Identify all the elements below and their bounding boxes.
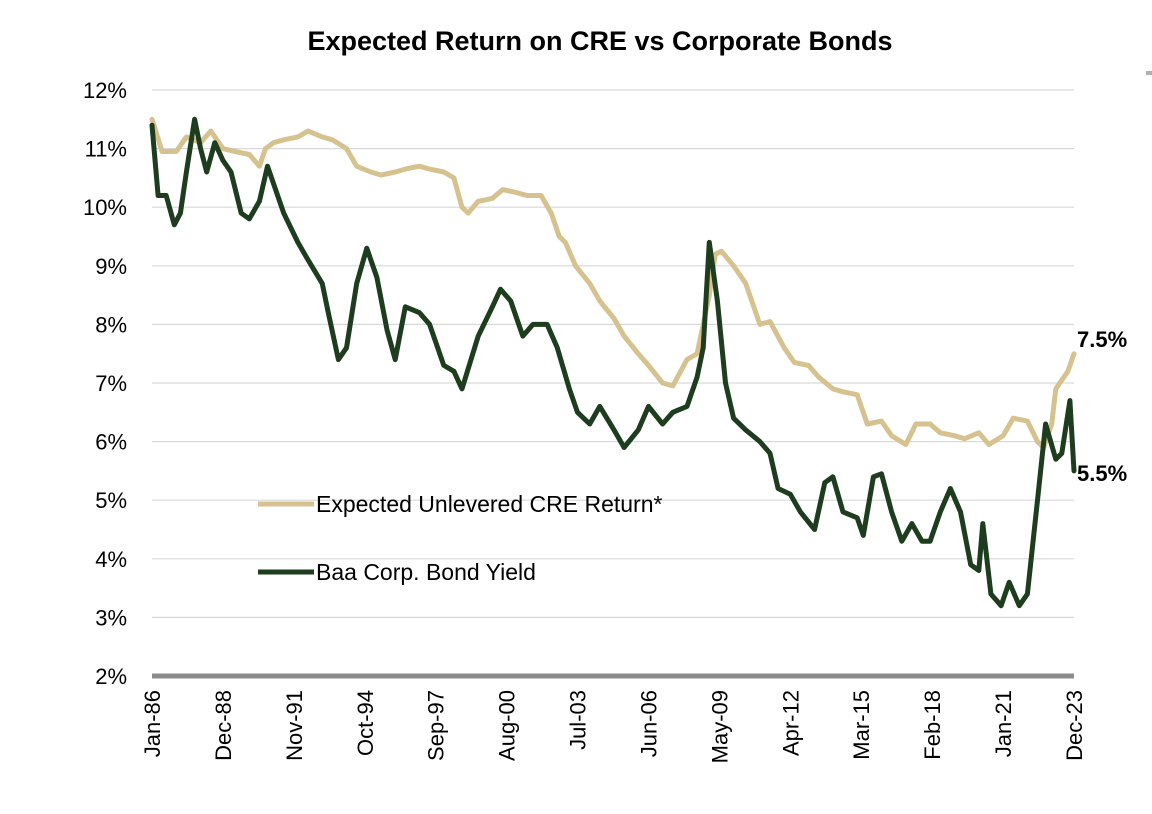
y-tick-label: 12%	[83, 78, 127, 103]
x-tick-label: Aug-00	[495, 690, 520, 761]
y-tick-label: 8%	[95, 312, 127, 337]
end-label-cre: 7.5%	[1077, 327, 1127, 352]
series-lines	[149, 116, 1077, 609]
x-tick-label: Jan-86	[140, 690, 165, 757]
x-tick-label: Feb-18	[920, 690, 945, 760]
y-tick-label: 3%	[95, 605, 127, 630]
legend-label-baa: Baa Corp. Bond Yield	[316, 559, 536, 585]
x-tick-label: Jan-21	[991, 690, 1016, 757]
y-tick-label: 10%	[83, 195, 127, 220]
x-tick-label: Jul-03	[566, 690, 591, 750]
y-tick-label: 7%	[95, 371, 127, 396]
x-tick-label: Jun-06	[636, 690, 661, 757]
series-line-baa-yield	[149, 116, 1077, 609]
y-tick-label: 9%	[95, 254, 127, 279]
end-label-baa: 5.5%	[1077, 461, 1127, 486]
x-tick-label: Sep-97	[424, 690, 449, 761]
x-tick-label: May-09	[707, 690, 732, 763]
x-tick-label: Oct-94	[353, 690, 378, 756]
y-tick-label: 2%	[95, 664, 127, 689]
chart-title: Expected Return on CRE vs Corporate Bond…	[307, 26, 893, 56]
x-tick-label: Dec-23	[1062, 690, 1087, 761]
series-line-cre-return	[149, 116, 1077, 450]
legend-label-cre: Expected Unlevered CRE Return*	[316, 491, 662, 517]
y-tick-label: 11%	[85, 137, 127, 162]
y-tick-label: 4%	[95, 547, 127, 572]
y-tick-label: 6%	[95, 430, 127, 455]
x-tick-label: Mar-15	[849, 690, 874, 760]
corner-mark	[1146, 71, 1152, 75]
x-tick-label: Dec-88	[211, 690, 236, 761]
x-tick-label: Nov-91	[282, 690, 307, 761]
x-tick-label: Apr-12	[778, 690, 803, 756]
y-tick-label: 5%	[95, 488, 127, 513]
gridlines	[152, 89, 1074, 619]
x-axis-ticks: Jan-86 Dec-88 Nov-91 Oct-94 Sep-97 Aug-00 Jul-…	[140, 690, 1087, 763]
y-axis-ticks: 2% 3% 4% 5% 6% 7% 8% 9% 10% 11% 12%	[83, 78, 127, 689]
legend: Expected Unlevered CRE Return* Baa Corp.…	[258, 491, 662, 585]
